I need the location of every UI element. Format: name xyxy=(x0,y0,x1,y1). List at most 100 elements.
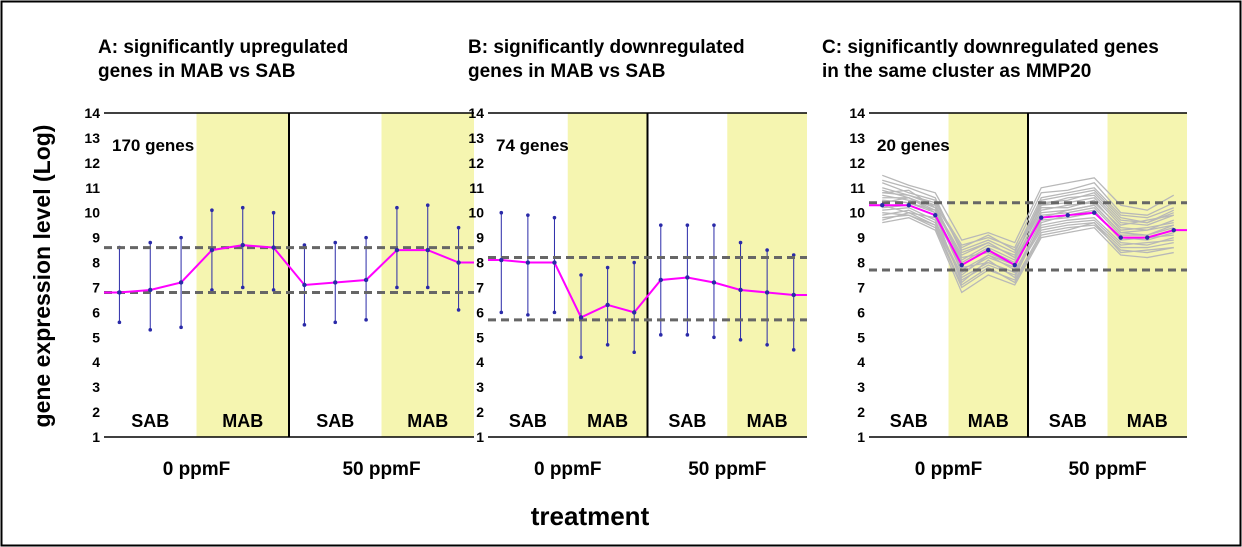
mab-band xyxy=(1107,113,1187,437)
gene-line xyxy=(882,182,1174,254)
mean-line xyxy=(104,244,474,294)
y-tick-label: 13 xyxy=(84,130,100,146)
y-tick-label: 9 xyxy=(857,230,865,246)
band-label: SAB xyxy=(131,411,169,431)
error-bar-cap xyxy=(271,288,276,292)
mean-point xyxy=(880,203,885,208)
y-tick-label: 13 xyxy=(468,130,484,146)
mean-line xyxy=(488,259,807,319)
error-bar-cap xyxy=(425,285,430,290)
error-bar-cap xyxy=(456,225,461,230)
y-tick-label: 14 xyxy=(84,105,100,121)
error-bar-cap xyxy=(738,338,743,342)
mean-point xyxy=(1039,215,1044,220)
y-tick-label: 7 xyxy=(476,279,484,295)
y-tick-label: 13 xyxy=(849,130,865,146)
error-bar-cap xyxy=(240,205,245,210)
gene-line xyxy=(882,182,1175,249)
gene-line xyxy=(882,194,1174,266)
y-axis-label: gene expression level (Log) xyxy=(29,125,55,428)
y-tick-label: 14 xyxy=(468,105,484,121)
error-bar-cap xyxy=(712,223,716,227)
band-label: MAB xyxy=(222,411,263,431)
band-label: SAB xyxy=(890,411,928,431)
mean-point xyxy=(933,212,938,218)
error-bar-cap xyxy=(579,355,583,360)
mean-point xyxy=(605,302,610,308)
mean-point xyxy=(525,260,531,265)
panel-2: B: significantly downregulated genes in M… xyxy=(468,37,807,480)
gene-count-annotation: 170 genes xyxy=(112,136,194,155)
error-bar-cap xyxy=(364,318,368,322)
group-label: 0 ppmF xyxy=(915,459,983,480)
error-bar-cap xyxy=(552,310,557,315)
mean-point xyxy=(1065,212,1070,218)
error-bar-cap xyxy=(712,335,716,340)
x-axis-label: treatment xyxy=(531,501,650,531)
error-bar-cap xyxy=(240,285,245,290)
y-tick-label: 3 xyxy=(857,379,865,395)
y-tick-label: 8 xyxy=(92,255,100,271)
mean-point xyxy=(148,287,153,293)
band-label: MAB xyxy=(1127,411,1168,431)
y-tick-label: 11 xyxy=(85,180,100,196)
y-tick-label: 10 xyxy=(468,205,484,221)
group-label: 50 ppmF xyxy=(688,459,766,480)
panels: A: significantly upregulated genes in MAB… xyxy=(84,37,1187,480)
band-label: MAB xyxy=(407,411,448,431)
mean-point xyxy=(456,260,461,265)
mean-point xyxy=(499,257,504,263)
y-tick-label: 12 xyxy=(849,155,865,171)
mean-point xyxy=(986,247,991,253)
panel-3: C: significantly downregulated genes in t… xyxy=(822,37,1187,480)
y-tick-label: 11 xyxy=(850,180,865,196)
y-tick-label: 12 xyxy=(468,155,484,171)
y-tick-label: 12 xyxy=(84,155,100,171)
mean-point xyxy=(658,277,663,283)
panel-title-line: genes in MAB vs SAB xyxy=(468,61,665,82)
y-tick-label: 4 xyxy=(857,354,865,370)
error-bar-cap xyxy=(456,308,461,312)
band-label: MAB xyxy=(747,411,788,431)
y-tick-label: 1 xyxy=(92,429,100,445)
panel-title-line: in the same cluster as MMP20 xyxy=(822,61,1091,82)
mean-point xyxy=(711,280,717,285)
error-bar-cap xyxy=(499,210,504,215)
y-tick-label: 5 xyxy=(92,329,100,345)
error-bar-cap xyxy=(765,248,769,252)
mean-point xyxy=(906,203,911,208)
error-bar-cap xyxy=(765,342,769,347)
mean-point xyxy=(178,280,184,285)
mean-point xyxy=(363,277,369,283)
mean-point xyxy=(685,275,690,280)
error-bar-cap xyxy=(425,203,430,208)
error-bar-cap xyxy=(302,323,307,327)
mean-point xyxy=(1118,235,1123,240)
mean-point xyxy=(209,247,215,253)
error-bar-cap xyxy=(791,347,796,352)
group-label: 50 ppmF xyxy=(1068,459,1146,480)
y-tick-label: 7 xyxy=(92,279,100,295)
y-tick-label: 6 xyxy=(476,304,484,320)
y-tick-label: 9 xyxy=(92,230,100,246)
gene-line xyxy=(882,214,1174,289)
y-tick-label: 4 xyxy=(476,354,484,370)
panel-title-line: C: significantly downregulated genes xyxy=(822,37,1159,58)
y-tick-label: 5 xyxy=(857,329,865,345)
error-bar-cap xyxy=(552,215,557,220)
y-tick-label: 14 xyxy=(849,105,865,121)
y-tick-label: 7 xyxy=(857,279,865,295)
band-label: MAB xyxy=(968,411,1009,431)
error-bar-cap xyxy=(333,240,338,245)
gene-line xyxy=(882,192,1174,251)
band-label: MAB xyxy=(587,411,628,431)
mean-point xyxy=(394,247,400,253)
mean-point xyxy=(1171,227,1176,233)
group-label: 0 ppmF xyxy=(534,459,602,480)
error-bar-cap xyxy=(179,235,183,240)
y-tick-label: 5 xyxy=(476,329,484,345)
gene-count-annotation: 74 genes xyxy=(496,136,569,155)
panel-title-line: B: significantly downregulated xyxy=(468,37,745,58)
error-bar-cap xyxy=(526,313,530,317)
